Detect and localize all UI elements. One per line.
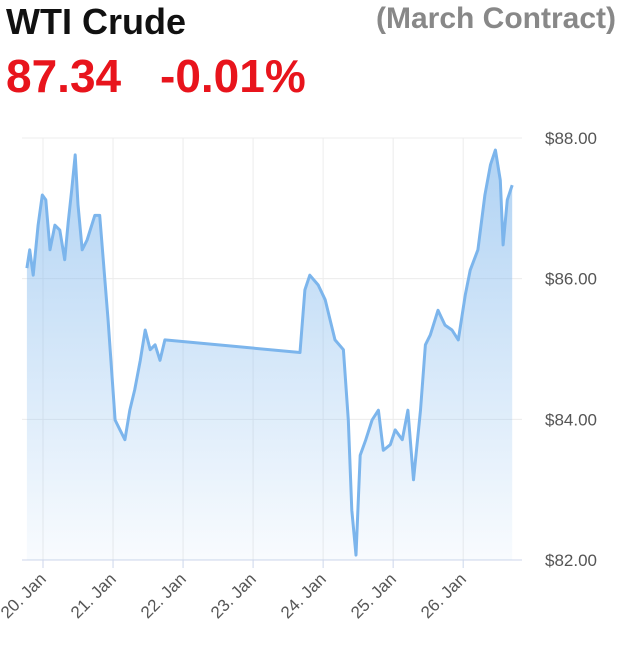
price: 87.34 [6, 50, 122, 102]
x-tick-label: 26. Jan [417, 569, 470, 622]
area [26, 150, 513, 560]
y-tick-label: $82.00 [545, 551, 597, 570]
title: WTI Crude [6, 1, 186, 42]
x-tick-label: 23. Jan [207, 569, 260, 622]
change: -0.01% [160, 50, 306, 102]
x-tick-label: 21. Jan [67, 569, 120, 622]
x-tick-label: 24. Jan [277, 569, 330, 622]
y-tick-label: $84.00 [545, 410, 597, 429]
y-tick-label: $88.00 [545, 129, 597, 148]
line [25, 148, 514, 557]
x-tick-label: 25. Jan [347, 569, 400, 622]
subtitle: (March Contract) [376, 2, 616, 35]
x-tick-label: 22. Jan [137, 569, 190, 622]
y-tick-label: $86.00 [545, 270, 597, 289]
x-tick-label: 20. Jan [0, 569, 50, 622]
